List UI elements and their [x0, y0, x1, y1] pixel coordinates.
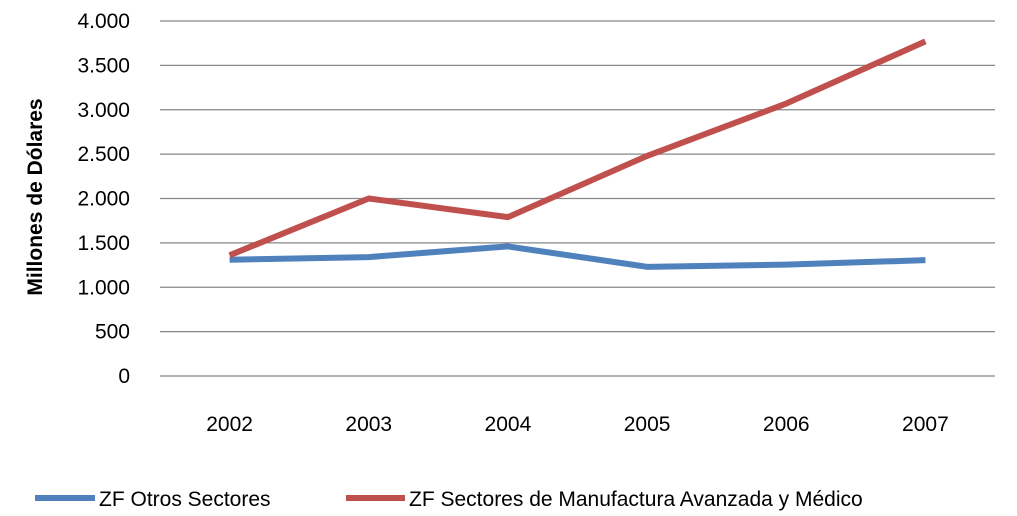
y-tick-label: 4.000: [77, 10, 130, 33]
x-tick-label: 2005: [624, 413, 671, 436]
x-tick-label: 2007: [902, 413, 949, 436]
x-tick-label: 2004: [485, 413, 532, 436]
x-tick-label: 2002: [206, 413, 253, 436]
series-line-1: [229, 243, 926, 270]
y-tick-label: 500: [95, 321, 130, 344]
y-tick-label: 2.000: [77, 188, 130, 211]
x-tick-label: 2003: [345, 413, 392, 436]
y-tick-label: 0: [118, 365, 130, 388]
y-axis-title: Millones de Dólares: [24, 98, 47, 295]
series-line-2: [228, 38, 927, 259]
series-lines: [228, 38, 927, 270]
y-tick-label: 1.000: [77, 276, 130, 299]
y-tick-label: 3.000: [77, 99, 130, 122]
grid-lines: [160, 20, 995, 377]
y-axis-tick-labels: 0 500 1.000 1.500 2.000 2.500 3.000 3.500 4.000: [77, 10, 130, 388]
x-axis-tick-labels: 2002 2003 2004 2005 2006 2007: [206, 413, 949, 436]
x-tick-label: 2006: [763, 413, 810, 436]
legend-label-2: ZF Sectores de Manufactura Avanzada y Mé…: [409, 488, 863, 511]
y-tick-label: 2.500: [77, 143, 130, 166]
legend-label-1: ZF Otros Sectores: [99, 488, 271, 511]
legend: ZF Otros Sectores ZF Sectores de Manufact…: [35, 488, 863, 511]
y-tick-label: 1.500: [77, 232, 130, 255]
y-tick-label: 3.500: [77, 54, 130, 77]
